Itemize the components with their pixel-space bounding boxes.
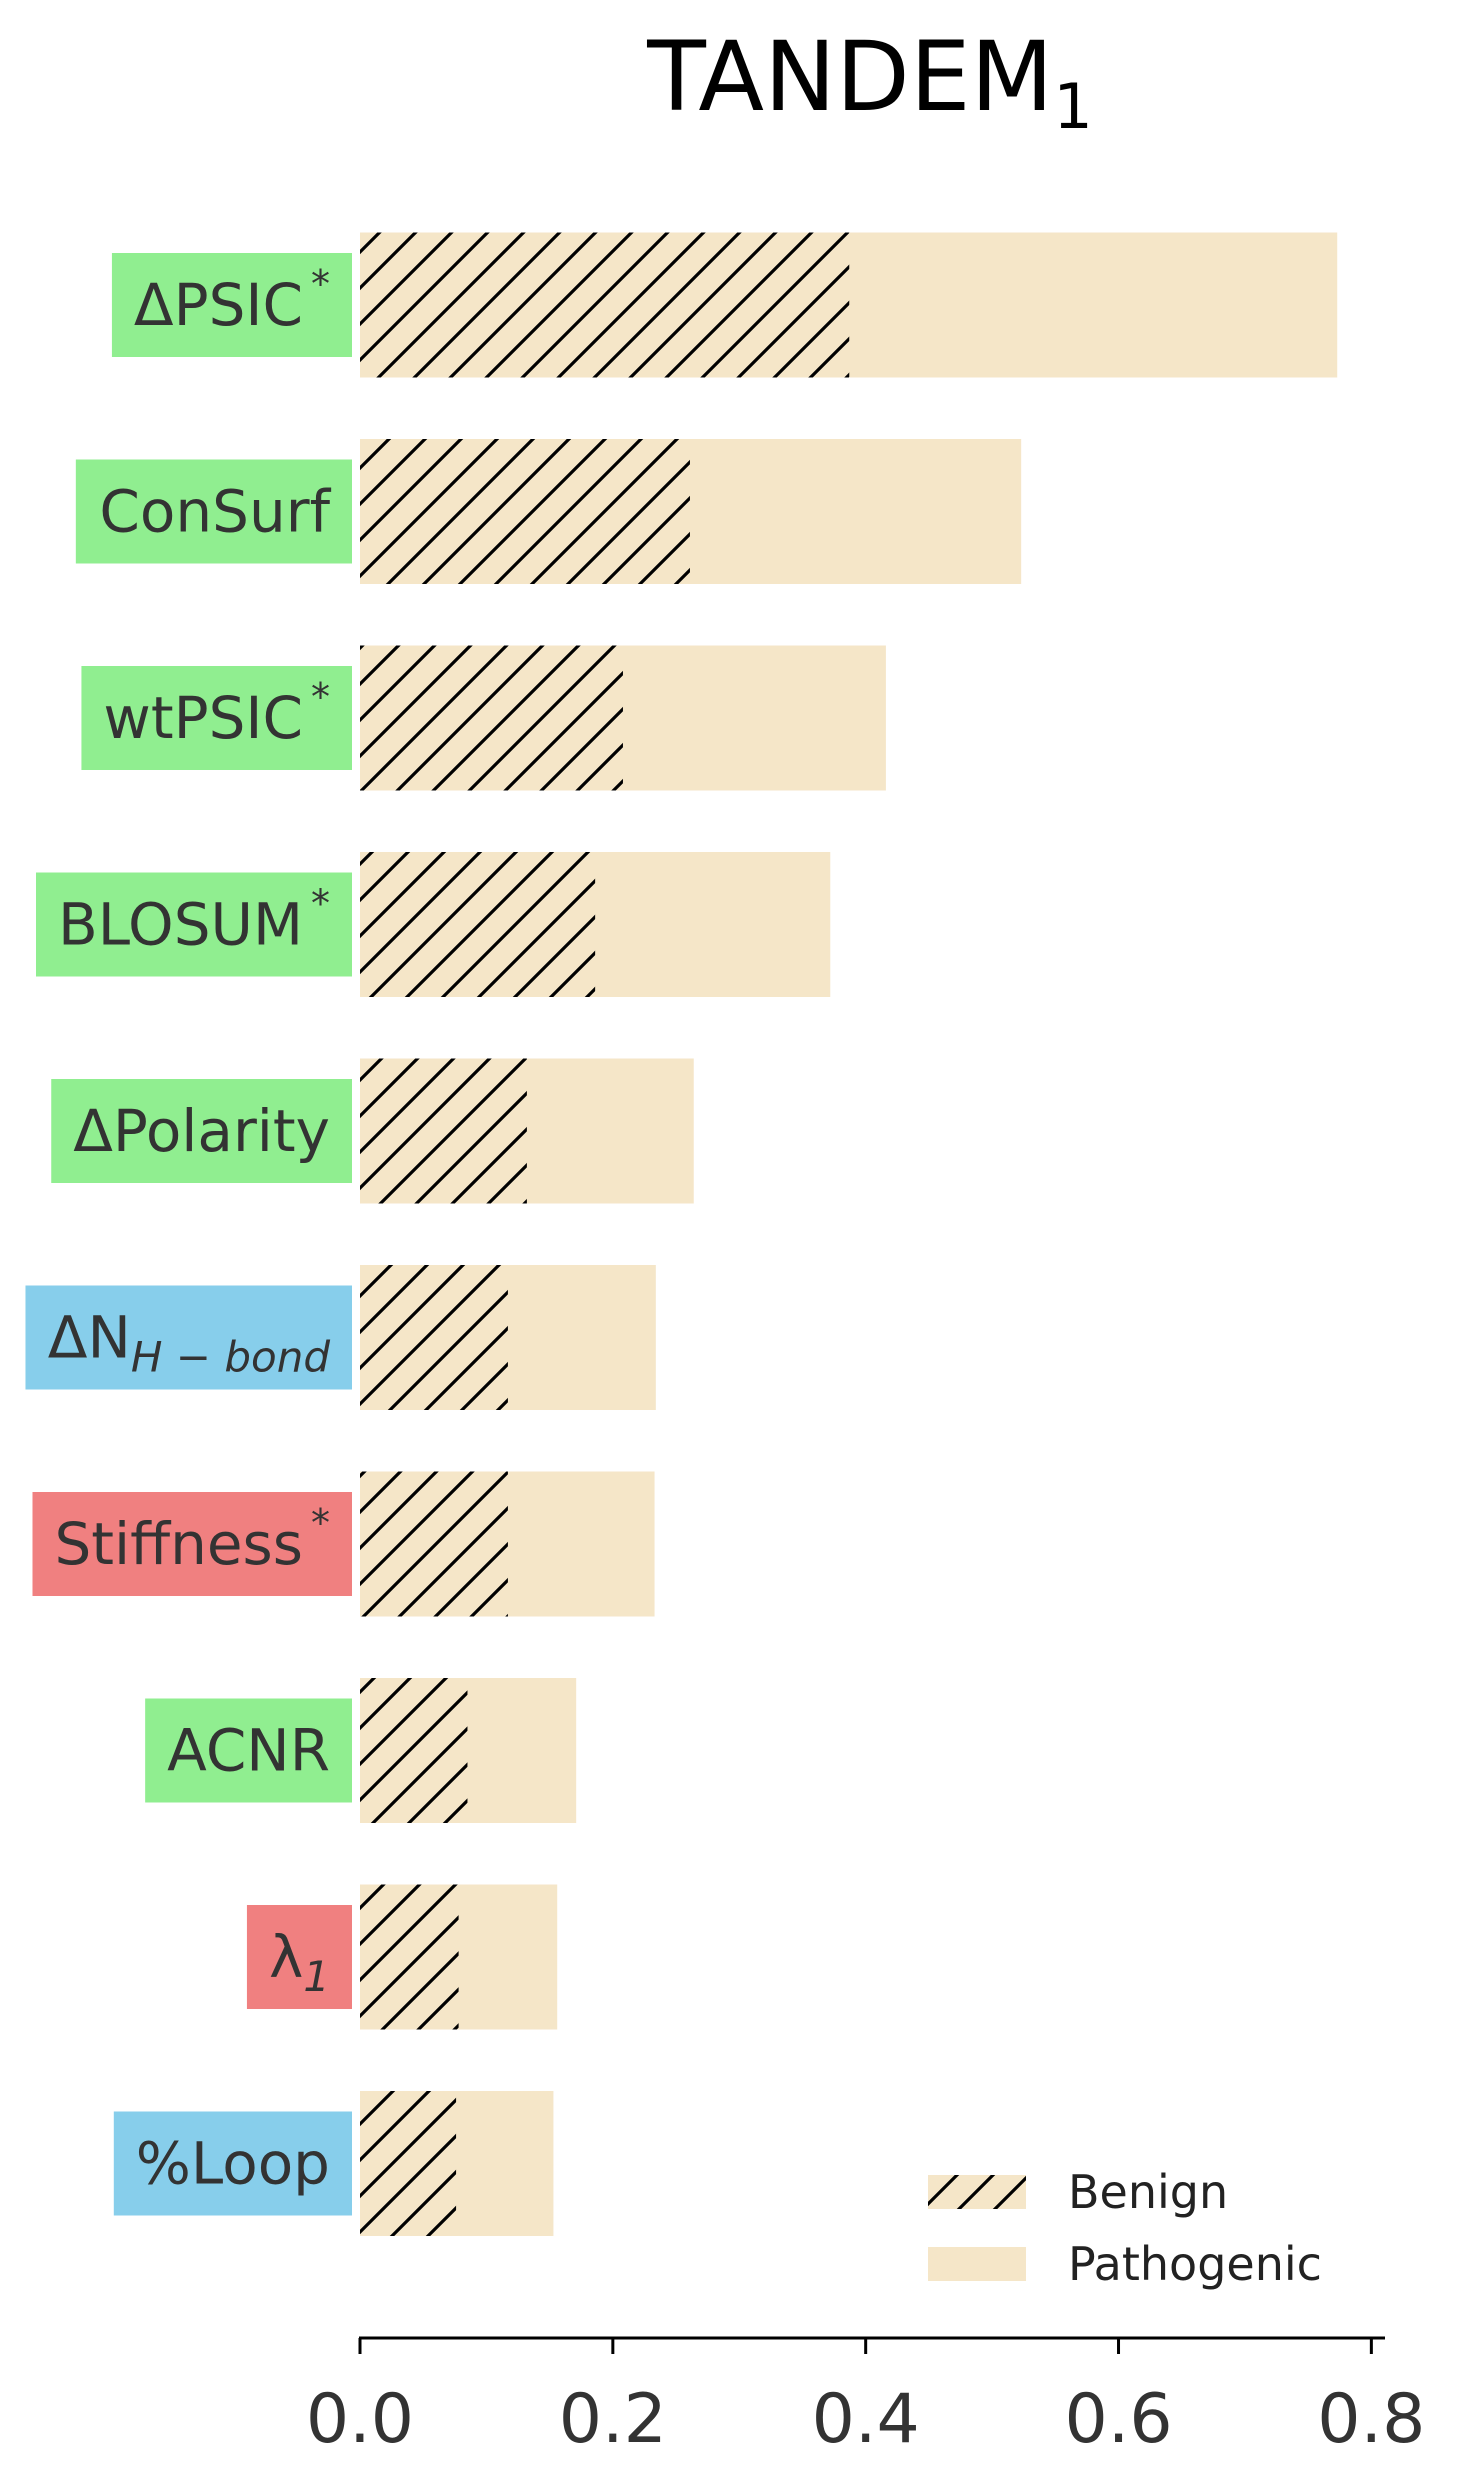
category-label: %Loop — [113, 2111, 352, 2216]
legend-label-pathogenic: Pathogenic — [1068, 2237, 1322, 2291]
category-label: ΔNH − bond — [25, 1285, 352, 1390]
x-tick-label: 0.8 — [1317, 2380, 1425, 2459]
x-tick-label: 0.0 — [306, 2380, 414, 2459]
bar-benign — [360, 1884, 459, 2030]
chart-title-subscript: 1 — [1053, 70, 1092, 143]
category-label-box — [75, 459, 352, 564]
category-label-box — [113, 2111, 352, 2216]
category-label-text: Stiffness * — [54, 1501, 330, 1578]
bar-benign — [360, 645, 623, 791]
category-label-superscript: * — [311, 1501, 330, 1545]
bar-benign — [360, 1058, 527, 1204]
category-label-text: λ1 — [269, 1923, 330, 2001]
bar-benign — [360, 852, 596, 997]
category-label-main: BLOSUM — [58, 891, 303, 959]
category-label-box — [51, 1079, 352, 1183]
category-label-box — [145, 1698, 352, 1803]
category-label-main: λ — [269, 1923, 303, 1991]
chart-title: TANDEM1 — [646, 21, 1093, 143]
bars — [360, 232, 1338, 2236]
category-label-text: ΔNH − bond — [48, 1304, 331, 1382]
bar-benign — [360, 2091, 457, 2236]
legend-swatch-pathogenic — [928, 2247, 1026, 2281]
category-label-text: ConSurf — [99, 478, 331, 546]
category-label-main: ΔN — [48, 1304, 131, 1372]
category-label-box — [32, 1492, 352, 1596]
category-label: Stiffness * — [32, 1492, 352, 1596]
category-label: ΔPSIC * — [111, 253, 352, 357]
category-label-main: ΔPSIC — [134, 271, 303, 339]
category-label-box — [111, 253, 352, 357]
category-label: ΔPolarity — [51, 1079, 352, 1183]
x-axis: 0.0 0.2 0.4 0.6 0.8 — [306, 2336, 1425, 2459]
category-label-main: Stiffness — [54, 1510, 303, 1578]
category-label-main: %Loop — [136, 2130, 330, 2198]
category-label-superscript: * — [311, 675, 330, 719]
category-label-box — [81, 666, 352, 770]
legend: Benign Pathogenic — [928, 2165, 1322, 2291]
category-label-main: ACNR — [167, 1717, 330, 1785]
category-label-text: ΔPSIC * — [134, 262, 330, 339]
x-tick-label: 0.6 — [1064, 2380, 1172, 2459]
category-label-subscript: 1 — [303, 1952, 330, 2001]
category-label-main: ΔPolarity — [73, 1097, 330, 1165]
x-tick-label: 0.4 — [812, 2380, 920, 2459]
legend-label-benign: Benign — [1068, 2165, 1228, 2219]
bar-benign — [360, 439, 690, 584]
category-label-box — [246, 1905, 352, 2009]
category-label: ACNR — [145, 1698, 352, 1803]
category-label-text: %Loop — [136, 2130, 330, 2198]
category-label-text: ACNR — [167, 1717, 330, 1785]
chart-title-main: TANDEM — [646, 21, 1053, 133]
category-label-superscript: * — [311, 882, 330, 926]
category-label-text: wtPSIC * — [103, 675, 330, 752]
x-tick-label: 0.2 — [559, 2380, 667, 2459]
bar-benign — [360, 1678, 468, 1823]
bar-benign — [360, 1471, 508, 1617]
category-label: wtPSIC * — [81, 666, 352, 770]
legend-swatch-benign-hatch — [928, 2175, 1026, 2209]
x-axis-ticks: 0.0 0.2 0.4 0.6 0.8 — [306, 2338, 1425, 2459]
category-label-text: BLOSUM * — [58, 882, 330, 959]
category-label: λ1 — [246, 1905, 352, 2009]
category-label-main: wtPSIC — [103, 684, 303, 752]
category-label-superscript: * — [311, 262, 330, 306]
category-label: BLOSUM * — [36, 872, 352, 977]
category-label-text: ΔPolarity — [73, 1097, 330, 1165]
category-label-main: ConSurf — [99, 478, 331, 546]
bar-benign — [360, 232, 850, 378]
bar-benign — [360, 1265, 508, 1410]
category-label-box — [36, 872, 352, 977]
category-label-subscript: H − bond — [131, 1333, 330, 1382]
category-label-box — [25, 1285, 352, 1390]
category-label: ConSurf — [75, 459, 352, 564]
